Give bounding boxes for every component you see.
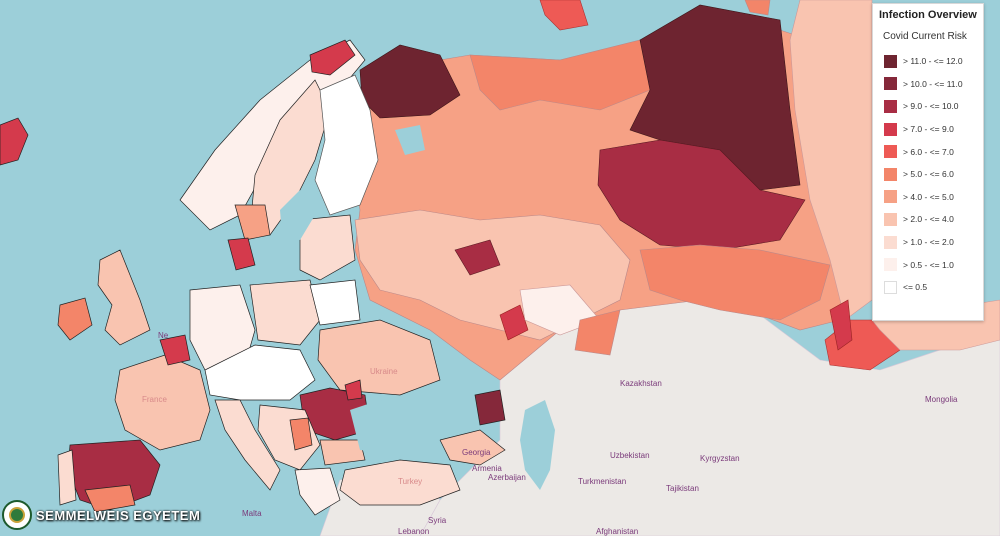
legend-swatch bbox=[884, 99, 897, 113]
legend-swatch bbox=[884, 77, 897, 91]
region-volgograd[interactable] bbox=[474, 389, 506, 426]
legend-label: > 10.0 - <= 11.0 bbox=[903, 78, 963, 89]
legend-item[interactable]: > 1.0 - <= 2.0 bbox=[879, 231, 983, 254]
legend-item[interactable]: > 6.0 - <= 7.0 bbox=[879, 140, 983, 163]
legend-swatch bbox=[884, 145, 897, 159]
legend-subtitle: Covid Current Risk bbox=[883, 31, 967, 42]
region-andalusia[interactable] bbox=[84, 484, 136, 513]
region-siberia-south[interactable] bbox=[639, 244, 831, 321]
legend-label: > 6.0 - <= 7.0 bbox=[903, 146, 954, 157]
legend-swatch bbox=[884, 212, 897, 226]
label-mongolia: Mongolia bbox=[925, 395, 958, 404]
region-ukraine[interactable] bbox=[317, 319, 441, 396]
legend-label: > 4.0 - <= 5.0 bbox=[903, 191, 954, 202]
black-sea bbox=[350, 400, 440, 455]
legend-label: > 2.0 - <= 4.0 bbox=[903, 214, 954, 225]
region-norway-north[interactable] bbox=[309, 39, 356, 76]
caspian-sea bbox=[520, 400, 555, 490]
label-netherlands: Ne bbox=[158, 331, 169, 340]
legend-swatch bbox=[884, 235, 897, 249]
region-denmark[interactable] bbox=[227, 237, 256, 271]
region-belarus[interactable] bbox=[309, 279, 361, 326]
label-ukraine: Ukraine bbox=[370, 367, 398, 376]
region-finland[interactable] bbox=[314, 74, 379, 216]
region-ireland[interactable] bbox=[57, 297, 93, 341]
legend-swatch bbox=[884, 167, 897, 181]
legend-items: > 11.0 - <= 12.0 > 10.0 - <= 11.0 > 9.0 - … bbox=[879, 50, 983, 299]
region-portugal[interactable] bbox=[57, 449, 77, 506]
label-azerbaijan: Azerbaijan bbox=[488, 473, 526, 482]
region-volga-red[interactable] bbox=[499, 304, 529, 341]
seal-icon bbox=[2, 500, 32, 530]
legend-item[interactable]: <= 0.5 bbox=[879, 276, 983, 299]
region-iceland[interactable] bbox=[0, 117, 29, 166]
legend-item[interactable]: > 9.0 - <= 10.0 bbox=[879, 95, 983, 118]
label-turkmenistan: Turkmenistan bbox=[578, 477, 626, 486]
legend-item[interactable]: > 2.0 - <= 4.0 bbox=[879, 208, 983, 231]
region-poland[interactable] bbox=[249, 279, 321, 346]
label-malta: Malta bbox=[242, 509, 262, 518]
region-turkey[interactable] bbox=[339, 459, 461, 506]
label-georgia: Georgia bbox=[462, 448, 491, 457]
university-logo: SEMMELWEIS EGYETEM bbox=[2, 500, 200, 530]
label-turkey: Turkey bbox=[398, 477, 422, 486]
region-greece[interactable] bbox=[294, 467, 341, 516]
region-great-britain[interactable] bbox=[97, 249, 151, 346]
region-arctic-island[interactable] bbox=[744, 0, 771, 16]
region-south-russia[interactable] bbox=[574, 309, 621, 356]
region-novaya-zemlya[interactable] bbox=[539, 0, 589, 31]
label-syria: Syria bbox=[428, 516, 447, 525]
region-siberia-central[interactable] bbox=[597, 139, 806, 251]
label-france: France bbox=[142, 395, 167, 404]
legend-label: > 1.0 - <= 2.0 bbox=[903, 237, 954, 248]
legend-label: <= 0.5 bbox=[903, 282, 928, 293]
region-caucasus[interactable] bbox=[439, 429, 506, 466]
legend-label: > 0.5 - <= 1.0 bbox=[903, 259, 954, 270]
legend-label: > 9.0 - <= 10.0 bbox=[903, 101, 959, 112]
label-tajikistan: Tajikistan bbox=[666, 484, 699, 493]
region-tuva[interactable] bbox=[829, 299, 853, 351]
legend-item[interactable]: > 10.0 - <= 11.0 bbox=[879, 73, 983, 96]
legend-swatch bbox=[884, 258, 897, 272]
region-moldova[interactable] bbox=[344, 379, 363, 401]
region-bulgaria[interactable] bbox=[319, 439, 366, 466]
region-serbia[interactable] bbox=[289, 417, 313, 451]
region-kirov[interactable] bbox=[454, 239, 501, 276]
legend-title: Infection Overview bbox=[879, 9, 977, 21]
label-lebanon: Lebanon bbox=[398, 527, 429, 536]
label-kazakhstan: Kazakhstan bbox=[620, 379, 662, 388]
region-baltics[interactable] bbox=[299, 214, 356, 281]
legend-item[interactable]: > 4.0 - <= 5.0 bbox=[879, 186, 983, 209]
legend-swatch bbox=[884, 280, 897, 294]
region-benelux[interactable] bbox=[159, 334, 191, 366]
region-russia-north[interactable] bbox=[469, 39, 651, 111]
region-sweden-south[interactable] bbox=[234, 204, 271, 241]
legend-swatch bbox=[884, 122, 897, 136]
label-afghanistan: Afghanistan bbox=[596, 527, 638, 536]
legend-item[interactable]: > 5.0 - <= 6.0 bbox=[879, 163, 983, 186]
legend-panel: Infection Overview Covid Current Risk > … bbox=[872, 3, 984, 321]
white-sea bbox=[395, 125, 425, 155]
region-italy[interactable] bbox=[214, 399, 281, 491]
region-central-europe[interactable] bbox=[204, 344, 316, 401]
baltic-sea bbox=[280, 190, 315, 240]
legend-item[interactable]: > 11.0 - <= 12.0 bbox=[879, 50, 983, 73]
legend-item[interactable]: > 0.5 - <= 1.0 bbox=[879, 253, 983, 276]
legend-label: > 5.0 - <= 6.0 bbox=[903, 169, 954, 180]
label-uzbekistan: Uzbekistan bbox=[610, 451, 650, 460]
label-armenia: Armenia bbox=[472, 464, 502, 473]
legend-label: > 11.0 - <= 12.0 bbox=[903, 56, 963, 67]
legend-item[interactable]: > 7.0 - <= 9.0 bbox=[879, 118, 983, 141]
logo-text: SEMMELWEIS EGYETEM bbox=[36, 507, 201, 523]
label-kyrgyzstan: Kyrgyzstan bbox=[700, 454, 740, 463]
legend-swatch bbox=[884, 190, 897, 204]
legend-label: > 7.0 - <= 9.0 bbox=[903, 124, 954, 135]
legend-swatch bbox=[884, 54, 897, 68]
